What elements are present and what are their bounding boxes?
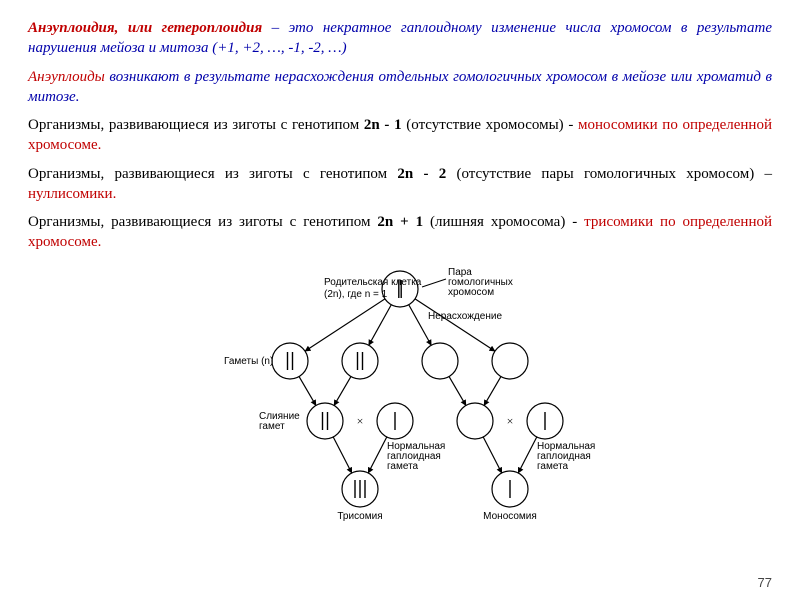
svg-text:(2n), где n = 1: (2n), где n = 1 — [324, 289, 388, 300]
svg-text:×: × — [507, 414, 514, 428]
svg-text:гамета: гамета — [387, 461, 419, 472]
term-nullisomics: нуллисомики. — [28, 186, 116, 202]
svg-text:Родительская клетка: Родительская клетка — [324, 277, 422, 288]
diagram-svg: ××Родительская клетка(2n), где n = 1Пара… — [180, 261, 620, 521]
case-monosomy: Организмы, развивающиеся из зиготы с ген… — [28, 115, 772, 156]
svg-text:×: × — [357, 414, 364, 428]
nondisjunction-diagram: ××Родительская клетка(2n), где n = 1Пара… — [180, 261, 620, 521]
definition-paragraph: Анэуплоидия, или гетероплоидия – это нек… — [28, 18, 772, 59]
mechanism-paragraph: Анэуплоиды возникают в результате нерасх… — [28, 67, 772, 108]
svg-text:Моносомия: Моносомия — [483, 511, 537, 521]
page-number: 77 — [758, 575, 772, 590]
mechanism-text: возникают в результате нерасхождения отд… — [28, 69, 772, 105]
svg-text:гамет: гамет — [259, 421, 285, 432]
term-aneuploidy: Анэуплоидия, или гетероплоидия — [28, 20, 262, 36]
svg-text:Трисомия: Трисомия — [337, 511, 382, 521]
svg-text:гамета: гамета — [537, 461, 569, 472]
svg-text:хромосом: хромосом — [448, 287, 494, 298]
case-trisomy: Организмы, развивающиеся из зиготы с ген… — [28, 212, 772, 253]
case-nullisomy: Организмы, развивающиеся из зиготы с ген… — [28, 164, 772, 205]
svg-text:Гаметы (n): Гаметы (n) — [224, 356, 273, 367]
svg-text:Нерасхождение: Нерасхождение — [428, 311, 502, 322]
mechanism-lead: Анэуплоиды — [28, 69, 105, 85]
